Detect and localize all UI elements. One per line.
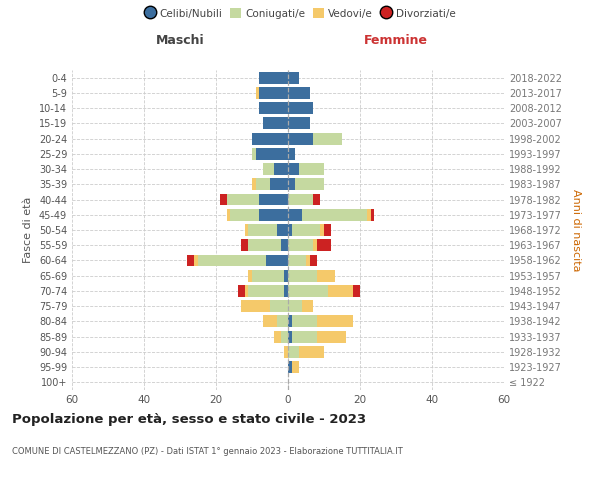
Bar xyxy=(248,240,281,251)
Bar xyxy=(288,346,299,358)
Legend: Celibi/Nubili, Coniugati/e, Vedovi/e, Divorziati/e: Celibi/Nubili, Coniugati/e, Vedovi/e, Di… xyxy=(142,5,458,21)
Bar xyxy=(238,285,245,297)
Bar xyxy=(353,285,360,297)
Bar xyxy=(259,209,288,220)
Bar xyxy=(313,240,317,251)
Bar xyxy=(266,254,288,266)
Bar xyxy=(288,285,328,297)
Bar xyxy=(288,87,310,99)
Bar xyxy=(288,361,292,373)
Bar xyxy=(227,209,230,220)
Bar xyxy=(288,72,299,84)
Bar xyxy=(241,240,248,251)
Bar xyxy=(288,300,302,312)
Bar xyxy=(288,224,292,236)
Bar xyxy=(227,194,259,205)
Bar xyxy=(248,270,252,281)
Bar xyxy=(367,209,371,220)
Bar xyxy=(288,118,310,130)
Bar xyxy=(317,270,335,281)
Bar xyxy=(198,254,266,266)
Bar xyxy=(292,224,320,236)
Text: COMUNE DI CASTELMEZZANO (PZ) - Dati ISTAT 1° gennaio 2023 - Elaborazione TUTTITA: COMUNE DI CASTELMEZZANO (PZ) - Dati ISTA… xyxy=(12,448,403,456)
Bar xyxy=(299,163,324,175)
Bar xyxy=(288,132,313,144)
Bar xyxy=(288,330,292,342)
Bar xyxy=(256,178,270,190)
Bar xyxy=(274,330,281,342)
Bar xyxy=(220,194,227,205)
Bar xyxy=(274,163,288,175)
Bar xyxy=(295,178,324,190)
Text: Popolazione per età, sesso e stato civile - 2023: Popolazione per età, sesso e stato civil… xyxy=(12,412,366,426)
Bar xyxy=(292,316,317,328)
Bar xyxy=(302,209,367,220)
Bar xyxy=(284,285,288,297)
Bar xyxy=(317,240,331,251)
Bar xyxy=(324,224,331,236)
Bar xyxy=(371,209,374,220)
Bar xyxy=(328,285,353,297)
Bar xyxy=(248,285,284,297)
Bar xyxy=(281,330,288,342)
Bar xyxy=(288,178,295,190)
Bar xyxy=(310,254,317,266)
Bar xyxy=(306,254,310,266)
Bar xyxy=(288,209,302,220)
Bar xyxy=(313,194,320,205)
Bar xyxy=(256,148,288,160)
Bar xyxy=(281,240,288,251)
Text: Maschi: Maschi xyxy=(155,34,205,48)
Bar xyxy=(288,270,317,281)
Y-axis label: Fasce di età: Fasce di età xyxy=(23,197,33,263)
Bar xyxy=(288,194,313,205)
Bar xyxy=(288,316,292,328)
Bar xyxy=(241,300,270,312)
Bar xyxy=(284,270,288,281)
Bar xyxy=(313,132,342,144)
Bar xyxy=(320,224,324,236)
Bar xyxy=(248,224,277,236)
Bar xyxy=(252,270,284,281)
Bar xyxy=(270,300,288,312)
Bar xyxy=(263,316,277,328)
Bar xyxy=(259,102,288,114)
Bar xyxy=(288,102,313,114)
Bar xyxy=(292,330,317,342)
Bar xyxy=(256,87,259,99)
Bar xyxy=(252,178,256,190)
Bar xyxy=(288,148,295,160)
Bar xyxy=(277,316,288,328)
Bar xyxy=(292,361,299,373)
Bar xyxy=(252,148,256,160)
Bar xyxy=(302,300,313,312)
Bar xyxy=(263,163,274,175)
Bar xyxy=(317,330,346,342)
Bar xyxy=(288,240,313,251)
Bar xyxy=(245,285,248,297)
Bar xyxy=(317,316,353,328)
Bar xyxy=(194,254,198,266)
Bar xyxy=(288,254,306,266)
Bar xyxy=(270,178,288,190)
Bar xyxy=(259,194,288,205)
Bar xyxy=(284,346,288,358)
Bar xyxy=(252,132,288,144)
Bar xyxy=(187,254,194,266)
Bar xyxy=(230,209,259,220)
Bar xyxy=(277,224,288,236)
Text: Femmine: Femmine xyxy=(364,34,428,48)
Y-axis label: Anni di nascita: Anni di nascita xyxy=(571,188,581,271)
Bar xyxy=(299,346,324,358)
Bar xyxy=(263,118,288,130)
Bar xyxy=(245,224,248,236)
Bar xyxy=(259,72,288,84)
Bar xyxy=(288,163,299,175)
Bar xyxy=(259,87,288,99)
